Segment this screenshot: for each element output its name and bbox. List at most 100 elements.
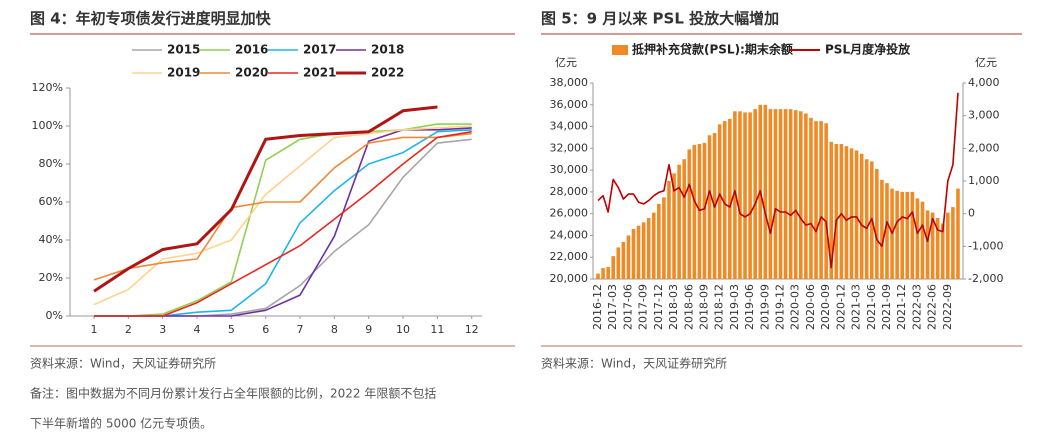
bar bbox=[910, 191, 915, 279]
bar bbox=[651, 212, 656, 279]
bar bbox=[773, 109, 778, 279]
bar bbox=[677, 164, 681, 279]
bar bbox=[946, 212, 950, 279]
bar bbox=[763, 104, 768, 280]
y-tick-label: 100% bbox=[32, 119, 63, 132]
y2-tick-label: 4,000 bbox=[968, 76, 1000, 89]
bar bbox=[951, 207, 955, 279]
legend-label: 2015 bbox=[167, 43, 200, 57]
y-tick-label: 28,000 bbox=[550, 185, 589, 198]
x-tick-label: 9 bbox=[365, 323, 372, 336]
source-note: 资料来源：Wind，天风证券研究所 bbox=[541, 356, 727, 371]
bar bbox=[956, 188, 960, 279]
bar bbox=[733, 111, 737, 279]
bar bbox=[692, 145, 697, 279]
series-line bbox=[93, 125, 472, 306]
x-tick-label: 12 bbox=[465, 323, 479, 336]
bar bbox=[783, 109, 788, 279]
bar bbox=[621, 241, 626, 279]
x-tick-label: 2020-06 bbox=[804, 284, 817, 330]
y2-tick-label: 1,000 bbox=[968, 174, 1000, 187]
bar bbox=[849, 148, 854, 279]
bar bbox=[596, 273, 600, 279]
bar bbox=[875, 169, 879, 279]
bar bbox=[814, 121, 818, 279]
bar bbox=[687, 149, 692, 279]
y2-tick-label: 0 bbox=[968, 207, 975, 220]
bar bbox=[935, 218, 940, 279]
x-tick-label: 8 bbox=[331, 323, 338, 336]
bar bbox=[829, 141, 834, 279]
x-tick-label: 2022-09 bbox=[941, 284, 954, 330]
x-tick-label: 2018-03 bbox=[667, 284, 680, 330]
y-tick-label: 20,000 bbox=[550, 272, 589, 285]
bar bbox=[925, 210, 930, 279]
bar bbox=[788, 109, 793, 279]
legend-label: PSL月度净投放 bbox=[825, 42, 911, 57]
bar bbox=[905, 191, 910, 279]
y-tick-label: 0% bbox=[46, 309, 63, 322]
series-line bbox=[93, 132, 472, 281]
bar bbox=[606, 267, 610, 279]
x-tick-label: 2019-09 bbox=[758, 284, 771, 330]
bar bbox=[920, 201, 925, 279]
x-tick-label: 2017-09 bbox=[637, 284, 650, 330]
bar bbox=[859, 153, 864, 279]
bar bbox=[864, 159, 869, 279]
x-tick-label: 2019-06 bbox=[743, 284, 756, 330]
x-tick-label: 2019-03 bbox=[728, 284, 741, 330]
x-tick-label: 4 bbox=[194, 323, 201, 336]
bar bbox=[672, 173, 676, 279]
y-tick-label: 30,000 bbox=[550, 163, 589, 176]
series-line bbox=[597, 92, 959, 269]
bar bbox=[717, 124, 722, 279]
bar bbox=[834, 143, 839, 279]
x-tick-label: 2021-09 bbox=[880, 284, 893, 330]
legend-label: 2017 bbox=[303, 43, 336, 57]
figure-title: 图 5：9 月以来 PSL 投放大幅增加 bbox=[541, 10, 779, 28]
legend-label: 2016 bbox=[235, 43, 268, 57]
x-tick-label: 6 bbox=[262, 323, 269, 336]
bar bbox=[753, 109, 757, 279]
bar bbox=[707, 135, 712, 279]
bar bbox=[748, 112, 752, 280]
bar bbox=[641, 222, 646, 279]
bar bbox=[900, 191, 904, 279]
y-tick-label: 60% bbox=[39, 195, 63, 208]
bar bbox=[657, 203, 661, 279]
bar bbox=[662, 197, 666, 279]
source-note: 资料来源：Wind，天风证券研究所 bbox=[30, 356, 216, 371]
legend-label: 抵押补充贷款(PSL):期末余额 bbox=[632, 42, 793, 57]
y-tick-label: 38,000 bbox=[550, 76, 589, 89]
x-tick-label: 2020-03 bbox=[789, 284, 802, 330]
bar bbox=[636, 225, 641, 279]
x-tick-label: 2021-12 bbox=[895, 284, 908, 330]
y-axis-unit: 亿元 bbox=[555, 56, 577, 69]
bar bbox=[799, 111, 803, 279]
bar bbox=[646, 218, 651, 279]
x-tick-label: 2017-06 bbox=[621, 284, 634, 330]
bar bbox=[819, 121, 823, 279]
x-tick-label: 2022-03 bbox=[910, 284, 923, 330]
bar bbox=[722, 121, 727, 279]
x-tick-label: 10 bbox=[396, 323, 410, 336]
bar bbox=[880, 179, 884, 279]
series-line bbox=[94, 127, 472, 317]
remark-note: 下半年新增的 5000 亿元专项债。 bbox=[30, 416, 212, 431]
bar bbox=[854, 150, 859, 279]
bar bbox=[626, 235, 631, 279]
bar bbox=[682, 159, 686, 279]
figure-title: 图 4：年初专项债发行进度明显加快 bbox=[30, 10, 272, 28]
bar bbox=[601, 268, 605, 279]
series-line bbox=[94, 130, 472, 317]
bar bbox=[940, 223, 945, 279]
bar bbox=[930, 212, 935, 279]
series-line bbox=[94, 138, 472, 317]
bar bbox=[839, 143, 844, 279]
x-tick-label: 2022-06 bbox=[926, 284, 939, 330]
bar bbox=[915, 198, 920, 279]
legend-swatch bbox=[612, 45, 628, 55]
bar bbox=[895, 190, 899, 279]
bar bbox=[793, 110, 798, 279]
